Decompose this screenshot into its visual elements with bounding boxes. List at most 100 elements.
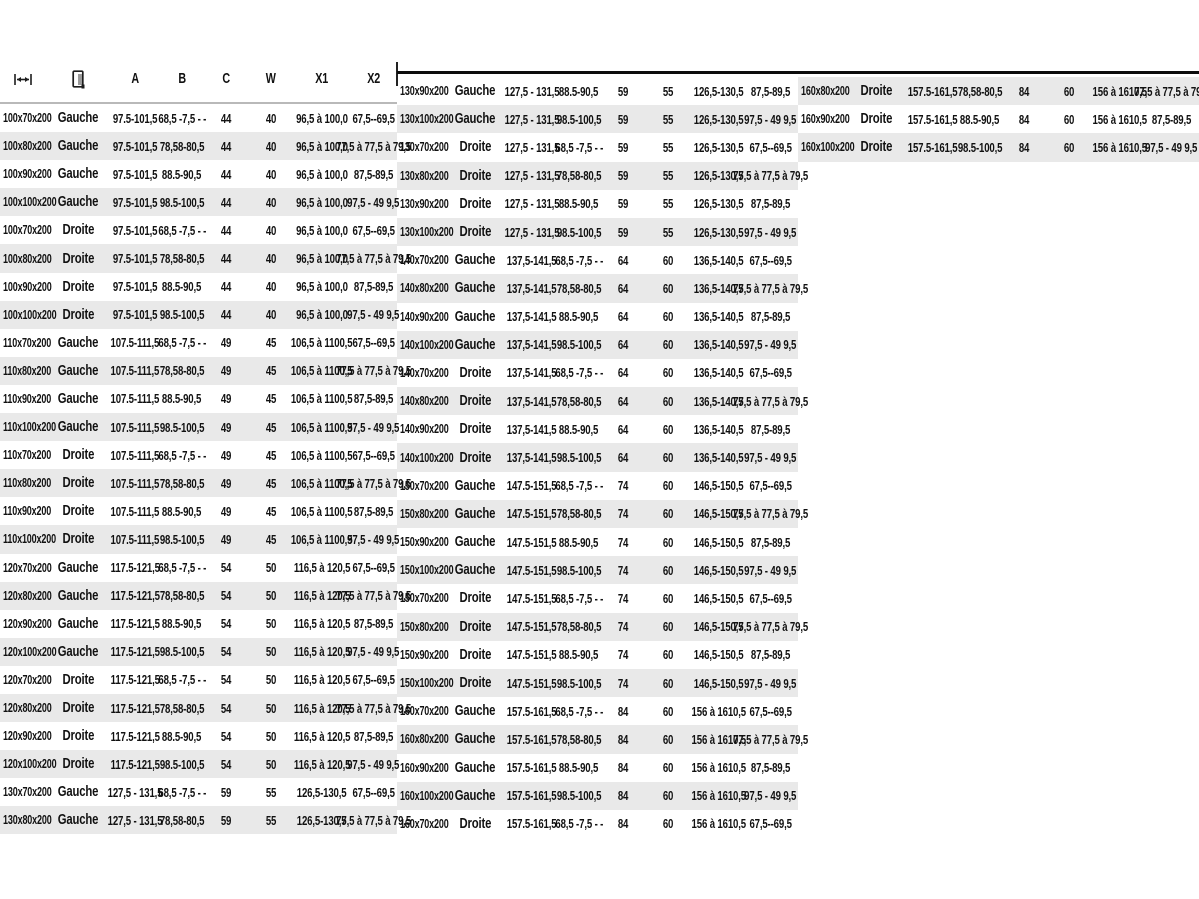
cell-x1: 116,5 à 120,5	[293, 588, 351, 604]
cell-side: Gauche	[57, 643, 99, 660]
cell-w: 40	[265, 279, 277, 295]
cell-x2: 87,5-89,5	[353, 616, 394, 632]
cell-b: 98.5-100,5	[159, 307, 205, 323]
cell-c: 49	[220, 363, 232, 379]
cell-x2: 77,5 à 77,5 à 79,5	[336, 475, 411, 491]
cell-dimension: 100x70x200	[3, 111, 52, 126]
table-column-3: 160x80x200 Droite 157.5-161,5 78,58-80,5 84 6…	[798, 71, 1199, 162]
cell-x1: 106,5 à 1100,5	[291, 447, 353, 463]
cell-c: 84	[617, 703, 629, 719]
cell-dimension: 110x100x200	[3, 420, 56, 435]
cell-dimension: 110x80x200	[3, 363, 52, 378]
table-row: 110x70x200 Gauche 107.5-111,5 68,5 -7,5 - -…	[0, 329, 397, 357]
cell-x1: 96,5 à 100,0	[296, 110, 348, 126]
table-row: 140x70x200 Droite 137,5-141,5 68,5 -7,5 - -…	[397, 359, 798, 387]
cell-b: 88.5-90,5	[559, 760, 599, 776]
table-row: 150x100x200 Droite 147.5-151,5 98.5-100,5 74…	[397, 668, 798, 698]
cell-b: 68,5 -7,5 - -	[555, 365, 603, 381]
table-row: 100x100x200 Droite 97.5-101,5 98.5-100,5 44 4…	[0, 300, 400, 329]
cell-x2: 77,5 à 77,5 à 79,5	[733, 280, 808, 296]
door-icon	[71, 69, 85, 89]
cell-w: 60	[662, 816, 674, 832]
cell-side: Gauche	[57, 784, 99, 801]
table-row: 100x90x200 Gauche 97.5-101,5 88.5-90,5 44 40 9…	[0, 160, 397, 188]
table-row: 140x90x200 Gauche 137,5-141,5 88.5-90,5 64 60…	[397, 303, 798, 331]
cell-w: 55	[265, 812, 277, 828]
cell-x2: 87,5-89,5	[750, 83, 791, 99]
table-row: 150x70x200 Droite 147.5-151,5 68,5 -7,5 - -…	[397, 584, 798, 612]
cell-x2: 77,5 à 77,5 à 79,5	[336, 138, 411, 154]
cell-x1: 116,5 à 120,5	[293, 700, 351, 716]
cell-side: Droite	[62, 250, 94, 267]
cell-b: 88.5-90,5	[559, 534, 599, 550]
cell-dimension: 160x70x200	[400, 816, 449, 831]
cell-b: 88.5-90,5	[559, 421, 599, 437]
cell-x2: 67,5--69,5	[749, 816, 792, 832]
cell-dimension: 120x80x200	[3, 701, 52, 716]
cell-w: 60	[662, 450, 674, 466]
cell-dimension: 150x80x200	[400, 619, 449, 634]
cell-b: 78,58-80,5	[556, 619, 602, 635]
table-row: 150x80x200 Droite 147.5-151,5 78,58-80,5 74 6…	[397, 612, 808, 641]
top-rule-line	[798, 71, 1199, 74]
table-row: 120x100x200 Droite 117.5-121,5 98.5-100,5 54…	[0, 750, 400, 779]
cell-w: 55	[662, 83, 674, 99]
table-row: 120x70x200 Gauche 117.5-121,5 68,5 -7,5 - -…	[0, 554, 397, 582]
cell-x2: 67,5--69,5	[749, 478, 792, 494]
cell-b: 98.5-100,5	[159, 531, 205, 547]
table-row: 110x90x200 Gauche 107.5-111,5 88.5-90,5 49 45…	[0, 385, 397, 413]
cell-c: 54	[220, 588, 232, 604]
cell-x1: 146,5-150,5	[694, 534, 744, 550]
cell-w: 40	[265, 307, 277, 323]
cell-w: 45	[265, 447, 277, 463]
cell-a: 97.5-101,5	[112, 251, 158, 267]
cell-b: 88.5-90,5	[559, 309, 599, 325]
cell-a: 127,5 - 131,5	[504, 111, 560, 127]
cell-x1: 156 à 1610,5	[691, 760, 747, 776]
cell-c: 44	[220, 194, 232, 210]
cell-c: 64	[617, 337, 629, 353]
cell-b: 98.5-100,5	[556, 675, 602, 691]
cell-b: 68,5 -7,5 - -	[555, 703, 603, 719]
cell-w: 60	[662, 534, 674, 550]
cell-x1: 96,5 à 100,0	[296, 279, 348, 295]
cell-dimension: 120x70x200	[3, 560, 52, 575]
cell-x1: 126,5-130,5	[694, 83, 744, 99]
cell-c: 59	[220, 812, 232, 828]
cell-a: 97.5-101,5	[112, 138, 158, 154]
cell-c: 74	[617, 534, 629, 550]
cell-side: Droite	[62, 728, 94, 745]
cell-x1: 126,5-130,5	[694, 168, 744, 184]
cell-w: 60	[662, 619, 674, 635]
cell-a: 137,5-141,5	[507, 365, 557, 381]
cell-side: Droite	[459, 675, 491, 692]
cell-x1: 156 à 1610,5	[691, 816, 747, 832]
table-row: 120x100x200 Gauche 117.5-121,5 98.5-100,5 54…	[0, 637, 400, 666]
cell-c: 54	[220, 728, 232, 744]
table-row: 130x90x200 Gauche 127,5 - 131,5 88.5-90,5 59…	[397, 77, 798, 105]
column-header-a: A	[131, 71, 139, 87]
cell-c: 49	[220, 419, 232, 435]
cell-b: 98.5-100,5	[556, 111, 602, 127]
cell-c: 54	[220, 672, 232, 688]
table-row: 160x80x200 Droite 157.5-161,5 78,58-80,5 84 6…	[798, 77, 1199, 106]
table-row: 100x70x200 Droite 97.5-101,5 68,5 -7,5 - - 4…	[0, 216, 397, 244]
cell-c: 74	[617, 562, 629, 578]
cell-c: 44	[220, 251, 232, 267]
cell-c: 74	[617, 506, 629, 522]
table-row: 160x80x200 Gauche 157.5-161,5 78,58-80,5 84 6…	[397, 725, 808, 754]
cell-x1: 106,5 à 1100,5	[291, 391, 353, 407]
cell-a: 127,5 - 131,5	[504, 168, 560, 184]
cell-c: 74	[617, 675, 629, 691]
column-header-b: B	[178, 71, 186, 87]
table-column-2: 130x90x200 Gauche 127,5 - 131,5 88.5-90,5 59…	[397, 71, 808, 838]
table-row: 130x80x200 Droite 127,5 - 131,5 78,58-80,5 5…	[397, 161, 808, 190]
cell-dimension: 140x80x200	[400, 394, 449, 409]
cell-side: Gauche	[57, 362, 99, 379]
cell-x2: 67,5--69,5	[352, 784, 395, 800]
table-row: 140x90x200 Droite 137,5-141,5 88.5-90,5 64 60…	[397, 415, 798, 443]
cell-a: 147.5-151,5	[507, 647, 557, 663]
cell-x2: 87,5-89,5	[750, 647, 791, 663]
cell-b: 98.5-100,5	[159, 194, 205, 210]
